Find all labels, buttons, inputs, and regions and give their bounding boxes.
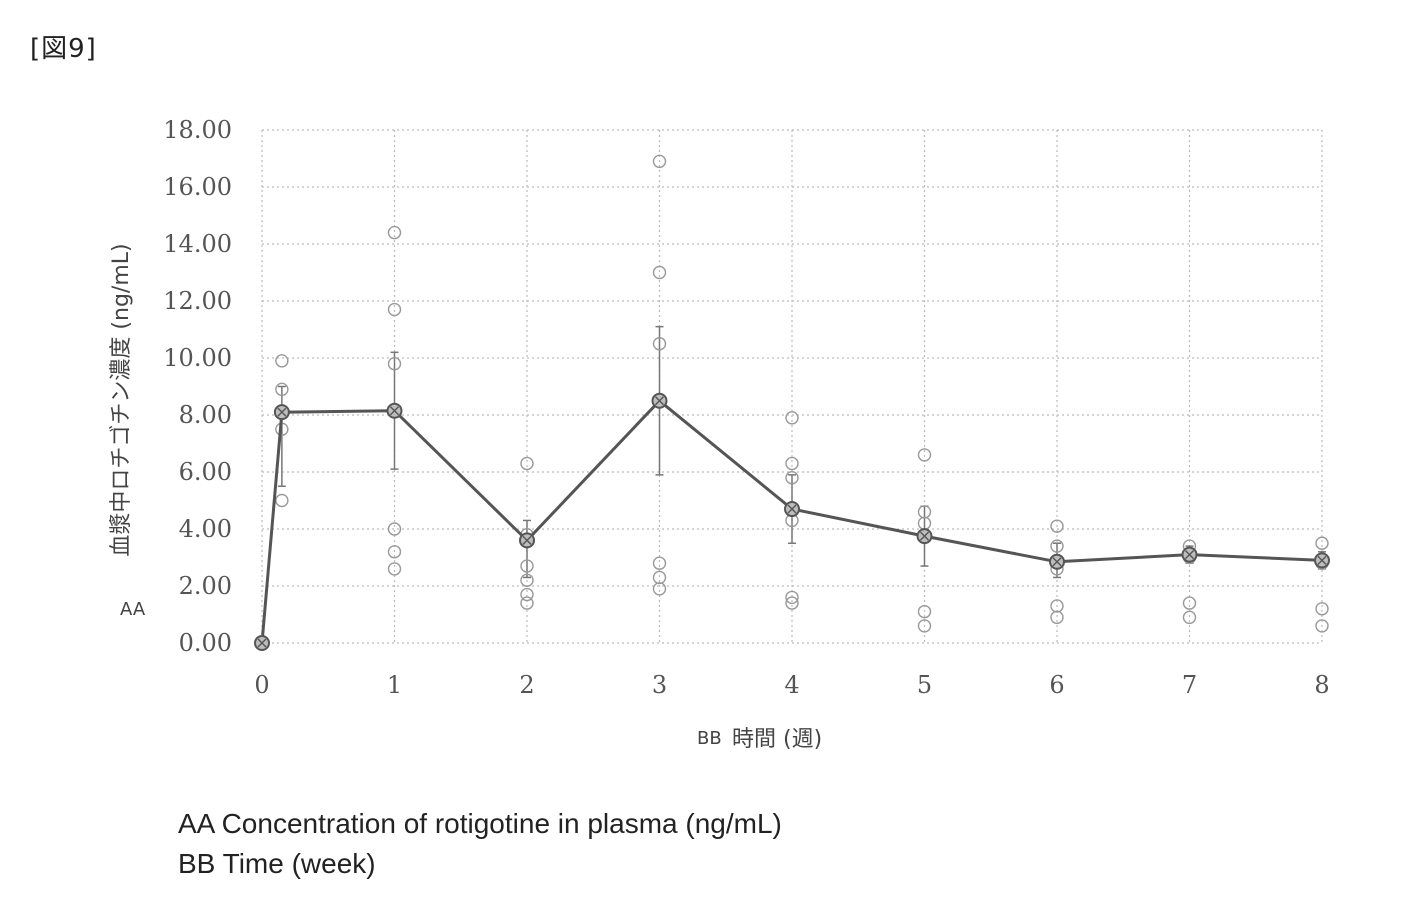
x-tick-label: 8	[1314, 671, 1329, 699]
individual-point	[785, 590, 799, 605]
y-tick-label: 0.00	[179, 629, 232, 657]
y-tick-label: 8.00	[179, 401, 232, 429]
x-tick-label: 2	[519, 671, 534, 699]
individual-point	[387, 357, 402, 371]
mean-point-cross	[390, 406, 399, 416]
x-tick-label: 3	[652, 671, 667, 699]
individual-point	[652, 582, 667, 596]
x-tick-labels: 0 1 2 3 4 5 6 7 8	[254, 671, 1329, 699]
individual-point	[785, 411, 799, 425]
individual-point	[785, 456, 799, 471]
x-tick-label: 4	[784, 671, 799, 699]
individual-point	[652, 337, 667, 351]
individual-point	[520, 587, 534, 602]
individual-points	[275, 154, 1329, 633]
individual-point	[652, 265, 667, 280]
individual-point	[387, 562, 402, 576]
individual-point	[387, 225, 402, 240]
individual-point	[1050, 519, 1064, 533]
individual-point	[917, 619, 932, 633]
y-tick-label: 16.00	[163, 173, 232, 201]
y-tick-label: 10.00	[163, 344, 232, 372]
individual-point	[652, 154, 667, 169]
y-tick-labels: 0.00 2.00 4.00 6.00 8.00 10.00 12.00 14.00 16.00…	[163, 116, 232, 657]
mean-line	[260, 398, 1323, 644]
y-tick-label: 6.00	[179, 458, 232, 486]
individual-point	[1315, 536, 1329, 550]
x-tick-label: 5	[917, 671, 932, 699]
mean-point-cross	[1317, 555, 1327, 565]
individual-point	[387, 302, 402, 317]
individual-point	[520, 573, 534, 587]
legend-bb: BB Time (week)	[178, 848, 376, 879]
individual-point	[1182, 596, 1197, 610]
individual-point	[520, 456, 534, 471]
individual-point	[785, 596, 799, 610]
legend-aa: AA Concentration of rotigotine in plasma…	[178, 808, 782, 839]
mean-point-cross	[655, 396, 664, 406]
y-tick-label: 2.00	[179, 572, 232, 600]
mean-point-cross	[522, 535, 532, 545]
x-tick-label: 7	[1182, 671, 1197, 699]
y-axis-tag: AA	[120, 599, 146, 620]
mean-point-cross	[1185, 550, 1194, 560]
mean-point-cross	[277, 407, 287, 417]
mean-markers	[254, 392, 1330, 651]
mean-point-cross	[920, 531, 929, 541]
y-tick-label: 18.00	[163, 116, 232, 144]
figure-label: [図9]	[30, 34, 97, 64]
mean-point-cross	[257, 638, 267, 648]
chart-grid	[261, 129, 1323, 644]
y-tick-label: 4.00	[179, 515, 232, 543]
mean-series-line	[260, 398, 1323, 644]
chart: 0.00 2.00 4.00 6.00 8.00 10.00 12.00 14.00 16.00…	[109, 116, 1330, 752]
y-axis-title: 血漿中ロチゴチン濃度 (ng/mL)	[109, 243, 134, 556]
individual-point	[652, 556, 667, 570]
mean-point-cross	[1052, 557, 1062, 567]
individual-point	[1182, 610, 1197, 625]
y-tick-label: 14.00	[163, 230, 232, 258]
x-tick-label: 6	[1049, 671, 1064, 699]
individual-point	[275, 354, 289, 368]
individual-point	[917, 604, 932, 619]
mean-point-cross	[787, 504, 797, 514]
individual-point	[1050, 610, 1064, 625]
individual-point	[1315, 602, 1329, 616]
x-tick-label: 0	[254, 671, 269, 699]
individual-point	[1050, 539, 1064, 553]
individual-point	[520, 559, 534, 573]
x-axis-tag: BB	[697, 728, 722, 749]
individual-point	[785, 471, 799, 485]
x-tick-label: 1	[387, 671, 402, 699]
y-tick-label: 12.00	[163, 287, 232, 315]
individual-point	[917, 448, 932, 462]
individual-point	[520, 596, 534, 610]
x-axis-title: 時間 (週)	[732, 727, 822, 752]
individual-point	[387, 545, 402, 559]
individual-point	[387, 522, 402, 536]
individual-point	[275, 382, 289, 397]
individual-point	[1315, 619, 1329, 633]
individual-point	[275, 493, 289, 508]
